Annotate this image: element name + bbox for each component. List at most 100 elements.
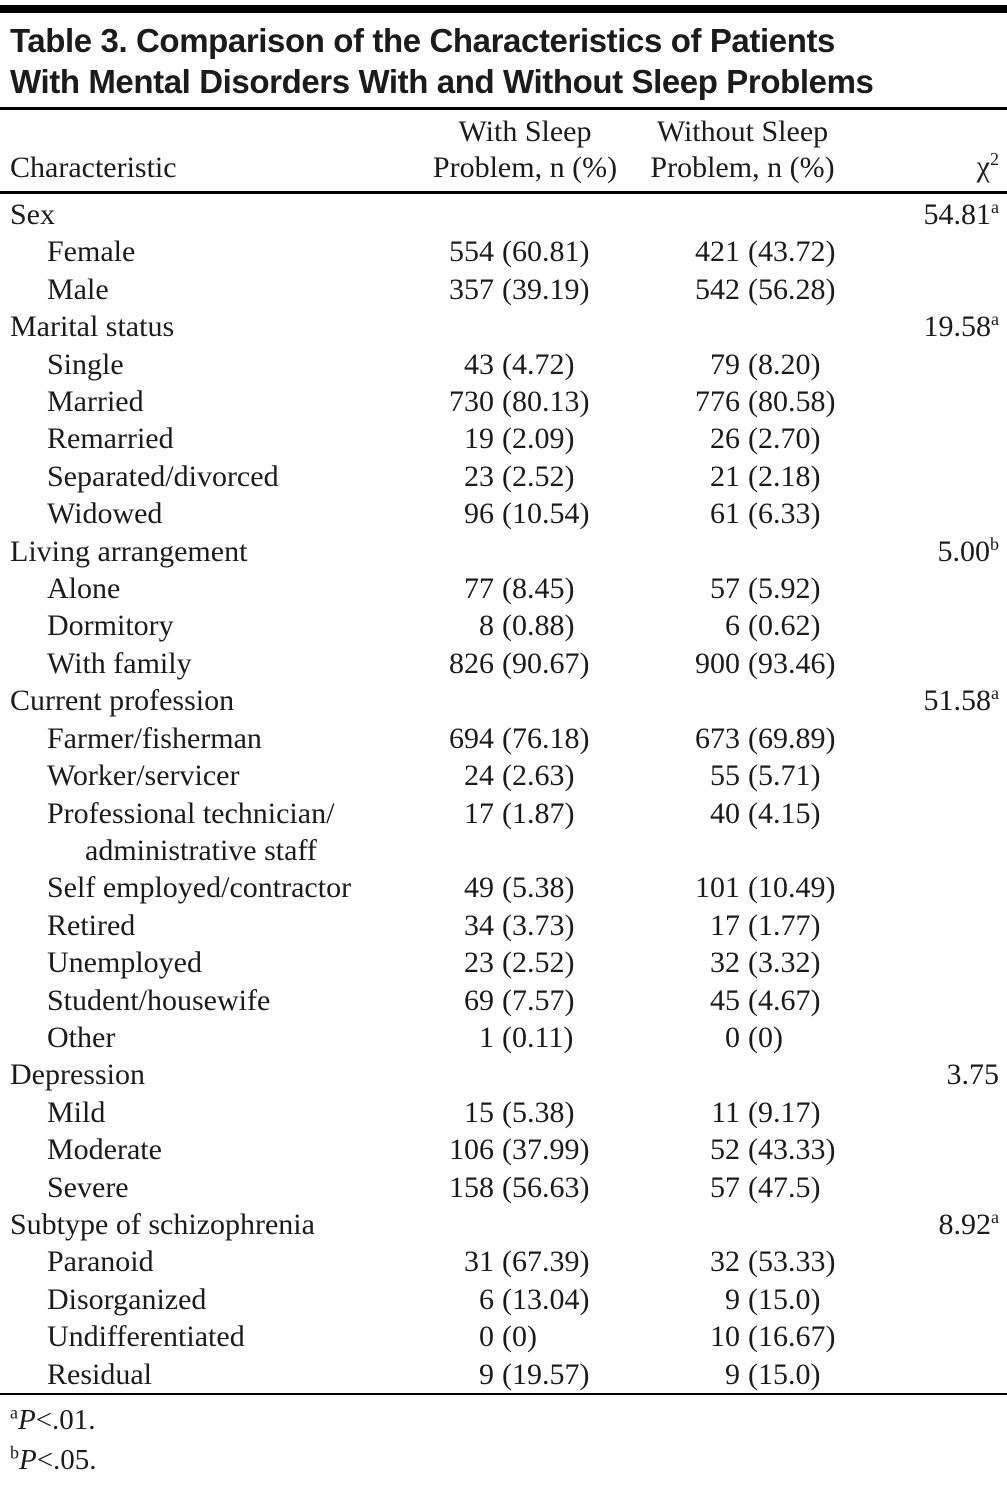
with-sleep-count: 6 (479, 1282, 494, 1316)
table-row: Professional technician/ administrative … (0, 795, 1007, 870)
with-sleep-count: 43 (464, 347, 494, 381)
row-label: Single (10, 346, 430, 383)
without-sleep-percent: (15.0) (748, 1282, 821, 1316)
table-row: Separated/divorced 23 (2.52) 21 (2.18) (0, 458, 1007, 495)
without-sleep-count: 673 (695, 721, 740, 755)
chi-footnote-marker: a (991, 309, 999, 330)
row-label: Student/housewife (10, 982, 430, 1019)
row-label-line1: Farmer/fisherman (47, 721, 262, 755)
row-label-line1: With family (47, 646, 192, 680)
without-sleep-count: 900 (695, 646, 740, 680)
with-sleep-value: 19 (2.09) (430, 420, 620, 457)
without-sleep-count: 57 (710, 1170, 740, 1204)
with-sleep-count: 730 (449, 385, 494, 419)
table-row: Residual 9 (19.57) 9 (15.0) (0, 1356, 1007, 1393)
without-sleep-percent: (47.5) (748, 1170, 821, 1204)
without-sleep-value: 101 (10.49) (620, 869, 865, 906)
table-row: Retired 34 (3.73) 17 (1.77) (0, 907, 1007, 944)
row-label: Undifferentiated (10, 1318, 430, 1355)
row-label: Current profession (10, 682, 430, 719)
with-sleep-percent: (0.88) (502, 609, 575, 643)
without-sleep-percent: (4.15) (748, 796, 821, 830)
with-sleep-value: 106 (37.99) (430, 1131, 620, 1168)
row-label-line1: Female (47, 235, 136, 269)
with-sleep-percent: (67.39) (502, 1245, 590, 1279)
chi-footnote-marker: a (991, 1206, 999, 1227)
row-label-line1: Professional technician/ (47, 796, 335, 830)
without-sleep-percent: (80.58) (748, 385, 836, 419)
without-sleep-header-line1: Without Sleep (656, 115, 829, 148)
without-sleep-percent: (1.77) (748, 908, 821, 942)
footnote-rule (0, 1393, 1007, 1395)
without-sleep-percent: (15.0) (748, 1357, 821, 1391)
row-label: Remarried (10, 420, 430, 457)
row-label-line1: Male (47, 272, 109, 306)
p-value-threshold: <.01. (35, 1404, 96, 1436)
without-sleep-count: 61 (710, 497, 740, 531)
table-row: Dormitory 8 (0.88) 6 (0.62) (0, 607, 1007, 644)
without-sleep-percent: (2.70) (748, 422, 821, 456)
without-sleep-count: 52 (710, 1133, 740, 1167)
with-sleep-count: 69 (464, 983, 494, 1017)
with-sleep-percent: (2.09) (502, 422, 575, 456)
row-label-line1: Alone (47, 572, 121, 606)
table-header-row: Characteristic With Sleep Problem, n (%)… (0, 110, 1007, 191)
table-row: Sex 54.81a (0, 196, 1007, 233)
without-sleep-value: 9 (15.0) (620, 1281, 865, 1318)
row-label-line1: Undifferentiated (47, 1320, 245, 1354)
row-label-line1: Mild (47, 1095, 106, 1129)
with-sleep-count: 17 (464, 796, 494, 830)
without-sleep-count: 26 (710, 422, 740, 456)
without-sleep-count: 9 (725, 1282, 740, 1316)
table-row: Single 43 (4.72) 79 (8.20) (0, 346, 1007, 383)
chi-square-value: 19.58a (923, 309, 1000, 344)
without-sleep-value: 32 (53.33) (620, 1243, 865, 1280)
chi-exponent: 2 (990, 149, 999, 169)
with-sleep-value: 24 (2.63) (430, 757, 620, 794)
p-value-symbol: P (18, 1444, 37, 1476)
p-value-threshold: <.05. (36, 1444, 97, 1476)
without-sleep-count: 57 (710, 572, 740, 606)
row-label: Unemployed (10, 944, 430, 981)
with-sleep-percent: (2.52) (502, 459, 575, 493)
without-sleep-value: 21 (2.18) (620, 458, 865, 495)
chi-footnote-marker: b (990, 533, 999, 554)
without-sleep-value: 0 (0) (620, 1019, 865, 1056)
table-row: Current profession 51.58a (0, 682, 1007, 719)
row-label-line1: Marital status (10, 310, 175, 344)
row-label-line1: Subtype of schizophrenia (10, 1207, 315, 1241)
without-sleep-count: 32 (710, 1245, 740, 1279)
table-row: Farmer/fisherman 694 (76.18) 673 (69.89) (0, 720, 1007, 757)
without-sleep-count: 9 (725, 1357, 740, 1391)
without-sleep-percent: (53.33) (748, 1245, 836, 1279)
without-sleep-percent: (4.67) (748, 983, 821, 1017)
table-row: Widowed 96 (10.54) 61 (6.33) (0, 495, 1007, 532)
chi-square-value: 8.92a (938, 1206, 1000, 1241)
table-row: Remarried 19 (2.09) 26 (2.70) (0, 420, 1007, 457)
without-sleep-count: 421 (695, 235, 740, 269)
with-sleep-value: 43 (4.72) (430, 346, 620, 383)
table-row: Undifferentiated 0 (0) 10 (16.67) (0, 1318, 1007, 1355)
without-sleep-percent: (2.18) (748, 459, 821, 493)
row-label-line1: Remarried (47, 422, 174, 456)
with-sleep-value: 826 (90.67) (430, 645, 620, 682)
with-sleep-percent: (13.04) (502, 1282, 590, 1316)
without-sleep-value: 26 (2.70) (620, 420, 865, 457)
without-sleep-count: 32 (710, 946, 740, 980)
without-sleep-value: 61 (6.33) (620, 495, 865, 532)
with-sleep-value: 9 (19.57) (430, 1356, 620, 1393)
with-sleep-count: 158 (449, 1170, 494, 1204)
row-label-line1: Moderate (47, 1133, 162, 1167)
with-sleep-count: 23 (464, 459, 494, 493)
without-sleep-percent: (3.32) (748, 946, 821, 980)
without-sleep-value: 79 (8.20) (620, 346, 865, 383)
without-sleep-percent: (56.28) (748, 272, 836, 306)
row-label: Separated/divorced (10, 458, 430, 495)
with-sleep-count: 554 (449, 235, 494, 269)
column-header-without-sleep: Without Sleep Problem, n (%) (620, 114, 865, 186)
row-label-line1: Disorganized (47, 1282, 207, 1316)
row-label: Male (10, 271, 430, 308)
with-sleep-percent: (1.87) (502, 796, 575, 830)
without-sleep-percent: (69.89) (748, 721, 836, 755)
with-sleep-percent: (5.38) (502, 1095, 575, 1129)
